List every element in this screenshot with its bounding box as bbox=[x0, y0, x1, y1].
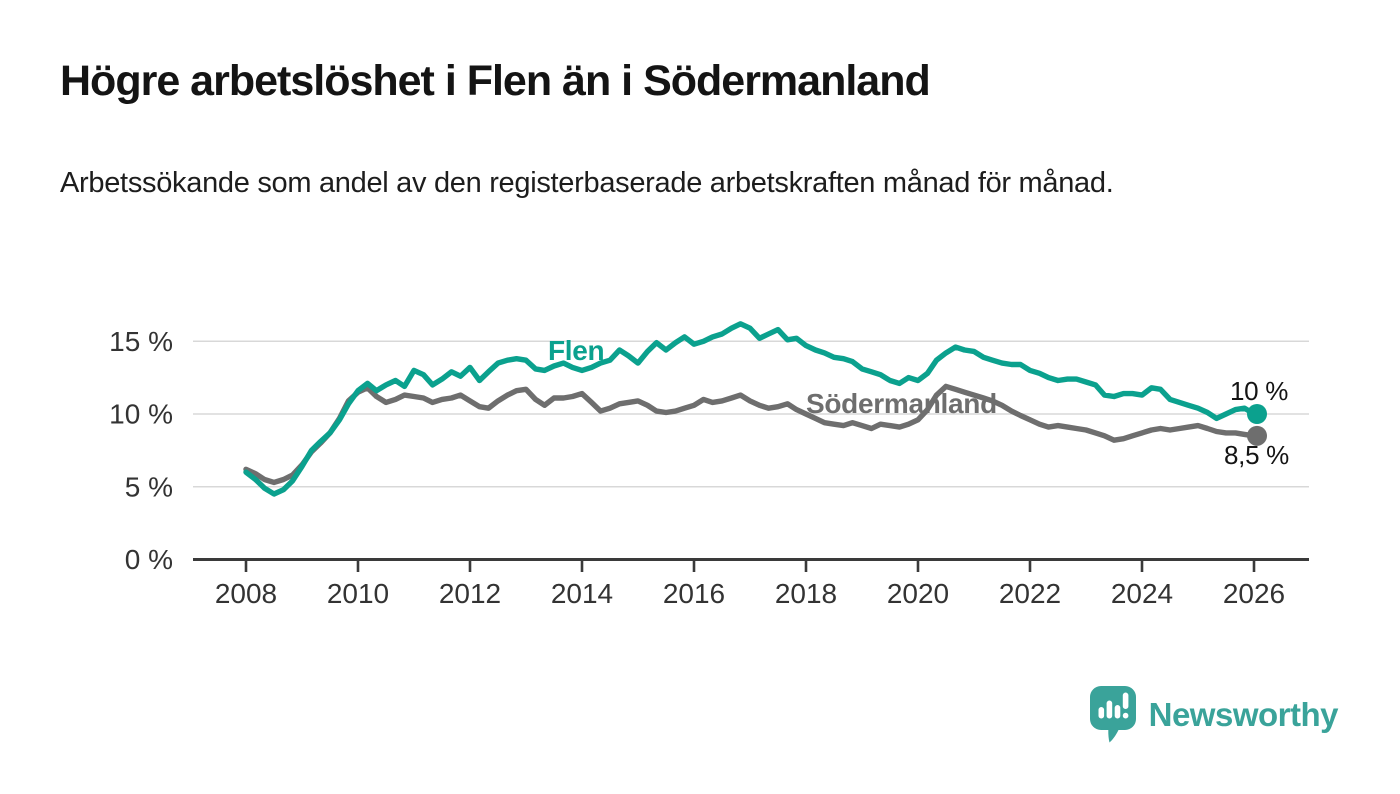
y-axis-tick-label: 10 % bbox=[109, 399, 173, 430]
newsworthy-logo-icon bbox=[1089, 686, 1136, 743]
logo-bar-1 bbox=[1098, 707, 1104, 719]
series-line-södermanland bbox=[243, 383, 1257, 486]
series-label-sodermanland: Södermanland bbox=[806, 388, 997, 419]
x-axis-tick-label: 2008 bbox=[215, 578, 277, 609]
endpoint-value-label-flen: 10 % bbox=[1230, 376, 1289, 406]
page-title: Högre arbetslöshet i Flen än i Södermanl… bbox=[60, 57, 931, 105]
x-axis-tick-label: 2024 bbox=[1111, 578, 1173, 609]
x-axis-tick-label: 2010 bbox=[327, 578, 389, 609]
logo-exclamation-bar bbox=[1122, 692, 1129, 709]
logo-bar-2 bbox=[1106, 700, 1112, 719]
logo-bar-3 bbox=[1114, 705, 1120, 719]
x-axis-tick-label: 2016 bbox=[663, 578, 725, 609]
x-axis-tick-label: 2022 bbox=[999, 578, 1061, 609]
endpoint-dot-södermanland bbox=[1247, 425, 1267, 446]
newsworthy-logo: Newsworthy bbox=[1088, 684, 1339, 745]
newsworthy-logo-text: Newsworthy bbox=[1148, 696, 1339, 733]
x-axis-tick-label: 2012 bbox=[439, 578, 501, 609]
y-axis-tick-label: 0 % bbox=[125, 544, 173, 575]
x-axis-tick-label: 2014 bbox=[551, 578, 613, 609]
series-label-flen: Flen bbox=[548, 335, 605, 366]
endpoint-dot-flen bbox=[1247, 404, 1267, 424]
page-subtitle: Arbetssökande som andel av den registerb… bbox=[60, 167, 1114, 199]
y-axis-tick-label: 5 % bbox=[125, 471, 173, 502]
y-axis-tick-label: 15 % bbox=[109, 326, 173, 357]
series-line-flen bbox=[243, 321, 1257, 497]
x-axis-tick-label: 2020 bbox=[887, 578, 949, 609]
x-axis-tick-label: 2018 bbox=[775, 578, 837, 609]
x-axis-tick-label: 2026 bbox=[1223, 578, 1285, 609]
endpoint-value-label-sodermanland: 8,5 % bbox=[1224, 440, 1289, 470]
logo-exclamation-dot bbox=[1122, 712, 1129, 719]
